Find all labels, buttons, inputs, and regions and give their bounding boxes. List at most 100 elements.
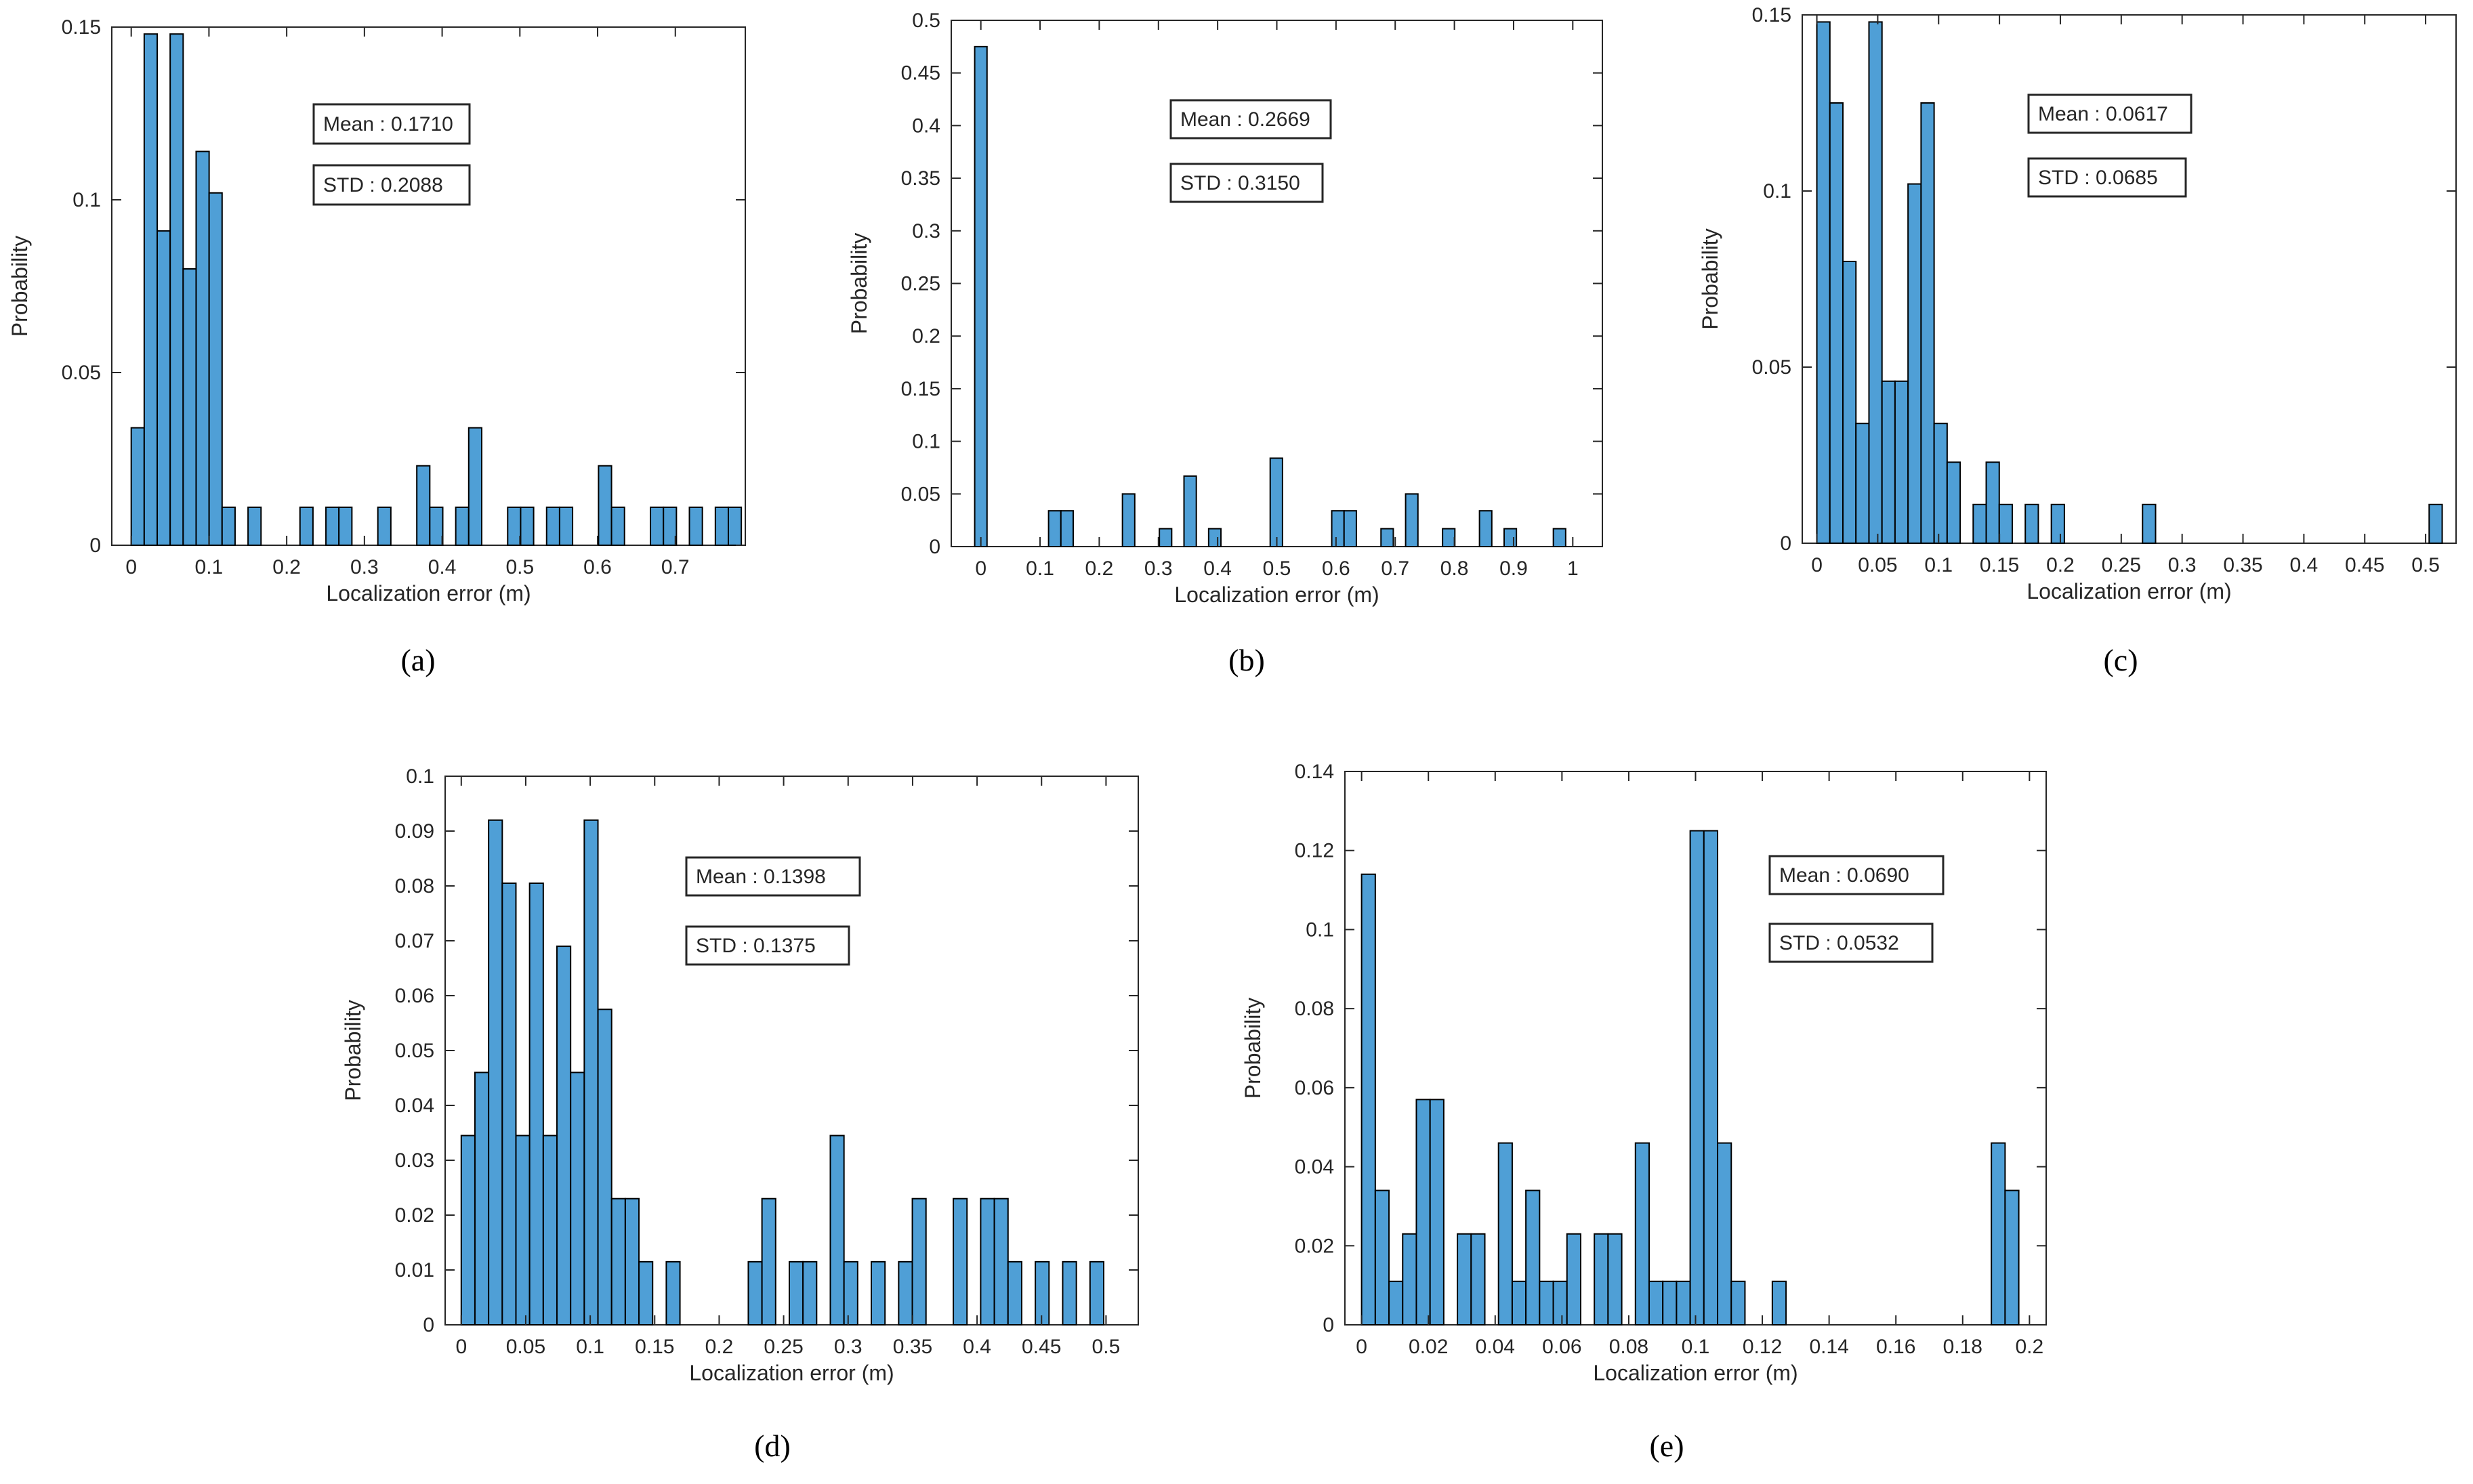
histogram-bar [208, 192, 223, 546]
y-tick-label: 0.09 [395, 820, 434, 843]
chart-panel-c: 0 0.05 0.1 0.15 0 0.05 0.1 0.15 0.2 0.25 0.3 0.35 0.… [1698, 4, 2457, 677]
x-tick-label: 0.4 [428, 556, 457, 578]
x-tick-label: 0.5 [2411, 554, 2440, 576]
histogram-bar [638, 1260, 654, 1326]
annotation-text: STD : 0.0532 [1779, 932, 1899, 954]
y-axis-label: Probability [7, 236, 32, 337]
mean-annotation: Mean : 0.2669 [1169, 99, 1332, 140]
x-tick-label: 0.05 [506, 1336, 545, 1358]
y-tick-label: 0.06 [395, 985, 434, 1007]
histogram-bar [665, 1260, 681, 1326]
histogram-bar [528, 882, 544, 1326]
annotation-text: Mean : 0.0617 [2038, 103, 2168, 125]
y-tick-label: 0.04 [1295, 1156, 1334, 1179]
histogram-bar [727, 506, 743, 547]
y-tick-label: 0.1 [406, 765, 434, 788]
histogram-bar [1933, 423, 1948, 545]
y-tick-label: 0.15 [62, 16, 101, 39]
y-tick-label: 0.1 [72, 189, 101, 211]
histogram-bar [1607, 1233, 1623, 1326]
y-tick-label: 0.03 [395, 1149, 434, 1172]
histogram-bar [157, 230, 171, 546]
histogram-bar [843, 1260, 858, 1326]
annotation-box [312, 164, 471, 206]
x-tick-label: 0.2 [1085, 557, 1114, 580]
y-axis-label: Probability [847, 233, 871, 334]
y-tick-label: 0 [929, 536, 940, 558]
histogram-bar [1566, 1233, 1581, 1326]
x-tick-label: 0.2 [2046, 554, 2075, 576]
histogram-bar [993, 1197, 1009, 1326]
std-annotation: STD : 0.0685 [2027, 157, 2187, 198]
histogram-bar [338, 506, 353, 547]
y-tick-label: 0 [1780, 532, 1791, 555]
histogram-bar [130, 427, 145, 546]
histogram-bar [416, 465, 431, 547]
histogram-bar [610, 1197, 626, 1326]
histogram-bar [467, 427, 482, 546]
y-tick-label: 0.05 [62, 362, 101, 384]
annotation-box [1169, 163, 1324, 203]
x-tick-label: 0.02 [1409, 1336, 1448, 1358]
histogram-bar [898, 1260, 913, 1326]
x-tick-label: 0.4 [963, 1336, 991, 1358]
panel-caption: (e) [1649, 1428, 1684, 1463]
x-axis-label: Localization error (m) [1174, 582, 1379, 607]
panel-caption: (d) [754, 1428, 791, 1463]
y-axis-label: Probability [1698, 228, 1722, 329]
annotation-box [2027, 93, 2193, 134]
x-tick-label: 0.05 [1858, 554, 1897, 576]
histogram-bar [1907, 183, 1922, 545]
histogram-bar [542, 1135, 558, 1326]
x-tick-label: 0.1 [576, 1336, 604, 1358]
chart-panel-d: 0 0.01 0.02 0.03 0.04 0.05 0.06 0.07 0.08 0.09 0.1… [341, 765, 1139, 1463]
histogram-bar [714, 506, 729, 547]
x-axis-label: Localization error (m) [326, 581, 531, 606]
y-tick-label: 0.14 [1295, 761, 1334, 783]
histogram-bar [429, 506, 444, 547]
histogram-bar [1183, 475, 1197, 548]
y-tick-label: 0.01 [395, 1259, 434, 1281]
annotation-text: Mean : 0.1398 [696, 866, 826, 888]
histogram-bar [1552, 1280, 1568, 1326]
histogram-bar [1717, 1142, 1732, 1326]
x-tick-label: 0.3 [2168, 554, 2197, 576]
y-axis-label: Probability [341, 1000, 365, 1101]
histogram-bar [1405, 493, 1419, 547]
x-tick-label: 0.08 [1609, 1336, 1648, 1358]
histogram-bar [1470, 1233, 1486, 1326]
histogram-bar [1689, 830, 1705, 1326]
histogram-bar [507, 506, 522, 547]
x-tick-label: 0 [975, 557, 986, 580]
histogram-bar [474, 1072, 490, 1326]
histogram-bar [1374, 1189, 1390, 1326]
panel-caption: (a) [400, 643, 435, 677]
histogram-bar [1730, 1280, 1746, 1326]
histogram-bar [2142, 503, 2157, 544]
histogram-bar [624, 1197, 640, 1326]
histogram-bar [1388, 1280, 1404, 1326]
x-tick-label: 0 [125, 556, 137, 578]
histogram-bar [2024, 503, 2039, 544]
histogram-bar [169, 33, 184, 546]
x-tick-label: 0 [1356, 1336, 1367, 1358]
histogram-bar [761, 1197, 776, 1326]
histogram-bar [1121, 493, 1136, 547]
annotation-box [1768, 923, 1934, 963]
histogram-bar [501, 882, 517, 1326]
y-tick-label: 0.5 [912, 9, 940, 32]
annotation-box [2027, 157, 2187, 198]
histogram-bar [610, 506, 625, 547]
x-tick-label: 0.35 [893, 1336, 932, 1358]
histogram-bar [1648, 1280, 1664, 1326]
histogram-bar [1676, 1280, 1691, 1326]
y-tick-label: 0.1 [1763, 180, 1791, 203]
histogram-bar [1047, 510, 1062, 547]
panel-caption: (c) [2103, 643, 2138, 677]
annotation-text: Mean : 0.1710 [323, 113, 453, 135]
x-tick-label: 0.04 [1476, 1336, 1515, 1358]
histogram-bar [1402, 1233, 1417, 1326]
y-tick-label: 0.05 [901, 483, 940, 505]
histogram-bar [1881, 380, 1896, 544]
mean-annotation: Mean : 0.1398 [685, 856, 861, 897]
